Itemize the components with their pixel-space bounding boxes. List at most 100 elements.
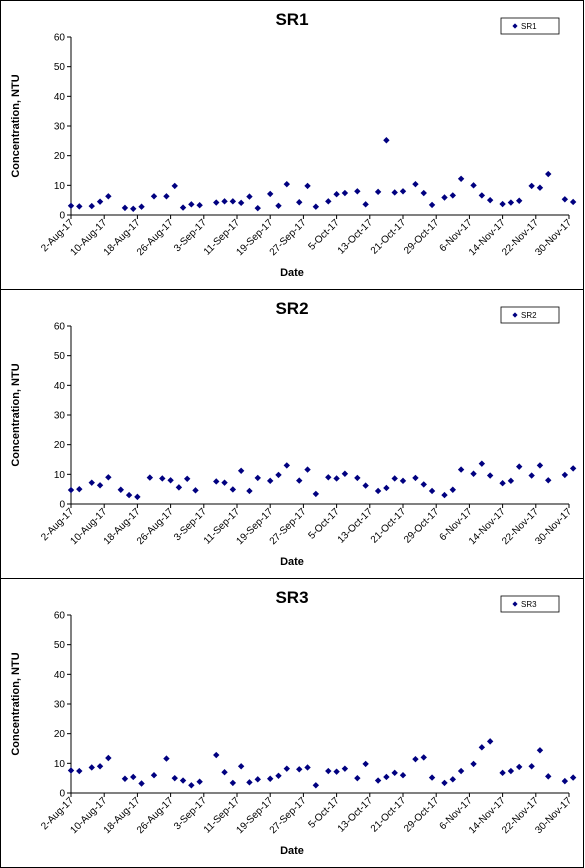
data-point xyxy=(229,779,237,787)
data-point xyxy=(296,477,303,484)
data-point xyxy=(125,491,133,499)
x-tick-label: 21-Oct-17 xyxy=(369,217,409,257)
data-point xyxy=(296,766,303,773)
data-point xyxy=(333,768,340,775)
data-point xyxy=(536,747,544,754)
data-point xyxy=(267,775,274,782)
data-point xyxy=(146,474,154,481)
data-point xyxy=(121,204,129,212)
data-point xyxy=(449,486,456,493)
data-point xyxy=(192,487,199,494)
y-tick-label: 30 xyxy=(54,122,66,133)
y-tick-label: 40 xyxy=(54,381,66,392)
x-tick-label: 13-Oct-17 xyxy=(336,795,376,835)
legend-marker xyxy=(512,312,518,318)
data-point xyxy=(213,478,220,485)
data-point xyxy=(283,180,290,188)
data-point xyxy=(130,205,137,212)
y-tick-label: 10 xyxy=(54,181,66,192)
legend-label: SR1 xyxy=(521,22,537,31)
data-point xyxy=(420,189,427,197)
y-tick-label: 20 xyxy=(54,151,66,162)
data-point xyxy=(134,493,141,501)
data-point xyxy=(138,780,145,787)
data-point xyxy=(188,782,195,789)
x-tick-label: 21-Oct-17 xyxy=(369,506,409,546)
legend-marker xyxy=(512,23,518,29)
data-point xyxy=(88,764,95,771)
data-point xyxy=(391,769,398,777)
data-point xyxy=(254,776,261,783)
data-point xyxy=(486,472,494,479)
y-axis-title: Concentration, NTU xyxy=(10,363,22,466)
data-point xyxy=(304,182,311,190)
data-point xyxy=(391,189,398,196)
data-point xyxy=(486,196,494,204)
data-point xyxy=(499,200,506,208)
data-point xyxy=(267,190,274,198)
y-tick-label: 60 xyxy=(54,33,66,44)
legend-label: SR3 xyxy=(521,600,537,609)
data-point xyxy=(507,199,515,206)
data-point xyxy=(105,474,112,481)
data-point xyxy=(441,194,448,201)
x-tick-label: 29-Oct-17 xyxy=(402,795,442,835)
data-point xyxy=(312,490,320,498)
data-point xyxy=(159,475,166,482)
data-point xyxy=(67,767,75,774)
data-point xyxy=(545,170,552,178)
data-point xyxy=(499,769,506,777)
data-point xyxy=(374,777,382,784)
data-point xyxy=(163,755,170,762)
data-point xyxy=(275,471,282,479)
data-point xyxy=(221,769,228,776)
x-tick-label: 13-Oct-17 xyxy=(336,217,376,257)
chart-panel-sr3: SR3 0 10 20 30 40 50 60 2-Aug-17 10-Aug-17 18-Aug-… xyxy=(0,578,584,868)
legend-label: SR2 xyxy=(521,311,537,320)
data-point xyxy=(275,202,282,210)
y-tick-label: 50 xyxy=(54,62,66,73)
data-point xyxy=(428,201,436,209)
data-point xyxy=(76,767,83,775)
y-tick-label: 10 xyxy=(54,470,66,481)
data-point xyxy=(516,197,523,204)
data-point xyxy=(167,477,174,484)
data-point xyxy=(420,481,427,488)
data-point xyxy=(569,198,577,206)
data-point xyxy=(325,198,332,205)
y-tick-label: 0 xyxy=(59,211,65,222)
data-point xyxy=(213,199,220,206)
y-tick-label: 10 xyxy=(54,759,66,770)
data-point xyxy=(283,765,290,772)
data-point xyxy=(246,487,253,495)
data-point xyxy=(333,191,340,198)
data-point xyxy=(88,202,95,210)
x-tick-label: 30-Nov-17 xyxy=(533,217,574,258)
data-point xyxy=(478,744,486,751)
x-tick-label: 30-Nov-17 xyxy=(533,506,574,547)
data-point xyxy=(528,763,535,770)
data-point xyxy=(362,482,369,489)
data-point xyxy=(96,482,104,489)
y-tick-label: 0 xyxy=(59,789,65,800)
data-point xyxy=(516,763,523,771)
x-tick-label: 26-Aug-17 xyxy=(135,795,176,836)
data-point xyxy=(536,462,544,469)
data-point xyxy=(478,192,486,199)
chart-title: SR3 xyxy=(275,588,308,607)
data-point xyxy=(499,480,506,487)
data-point xyxy=(254,474,261,482)
data-point xyxy=(171,182,178,190)
data-point xyxy=(516,463,523,470)
data-point xyxy=(412,474,419,482)
data-point xyxy=(179,777,187,784)
data-point xyxy=(486,738,494,745)
x-axis-title: Date xyxy=(280,556,304,568)
chart-panel-sr2: SR2 0 10 20 30 40 50 60 2-Aug-17 10-Aug-17 18-Aug-… xyxy=(0,289,584,579)
data-point xyxy=(254,204,261,212)
legend-marker xyxy=(512,601,518,607)
data-point xyxy=(130,773,137,781)
data-point xyxy=(341,765,349,772)
data-point xyxy=(229,198,237,205)
data-point xyxy=(412,180,419,188)
